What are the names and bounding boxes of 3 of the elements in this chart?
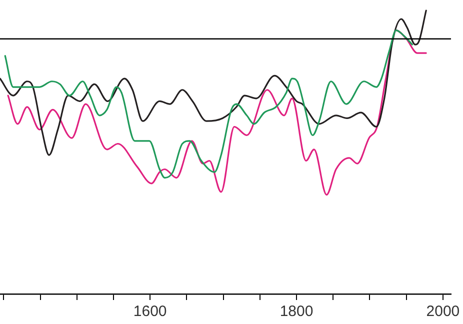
x-tick-label: 1800 (280, 303, 314, 320)
x-tick-label: 2000 (426, 303, 460, 320)
x-tick-label: 1600 (133, 303, 167, 320)
